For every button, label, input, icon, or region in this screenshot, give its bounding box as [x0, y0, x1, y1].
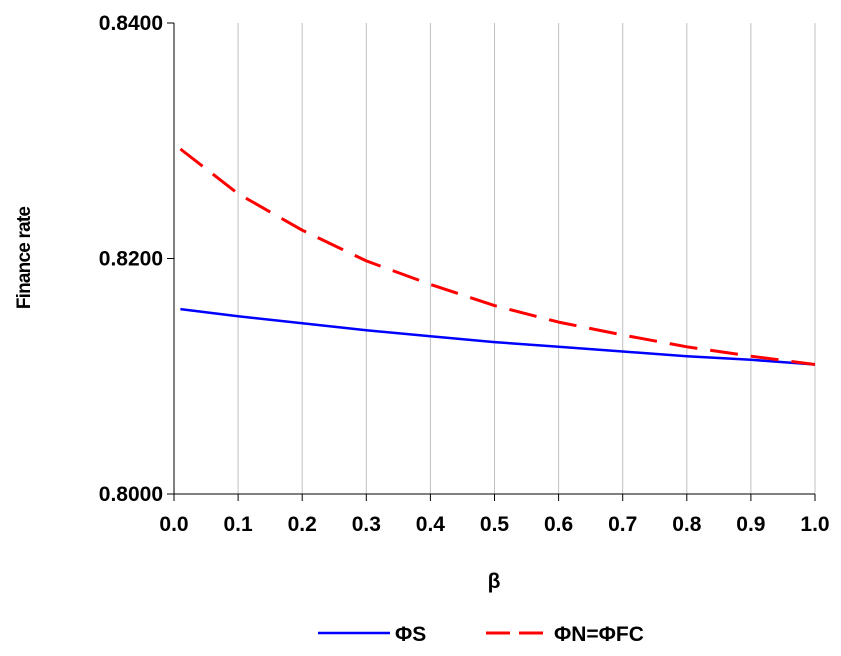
x-tick-label: 0.5: [480, 513, 510, 536]
series-line-2: [179, 147, 816, 366]
y-tick-label: 0.8200: [99, 248, 163, 271]
x-tick-label: 0.4: [416, 513, 446, 536]
axes: [167, 22, 816, 501]
series-line-1: [180, 307, 816, 366]
x-tick-label: 0.7: [608, 513, 637, 536]
legend: ΦS ΦN=ΦFC: [318, 623, 644, 646]
y-axis-label: Finance rate: [14, 207, 35, 310]
x-tick-label: 0.8: [672, 513, 702, 536]
x-tick-label: 1.0: [800, 513, 829, 536]
legend-label-1: ΦS: [395, 623, 426, 646]
x-axis-label: β: [488, 570, 501, 593]
y-tick-label: 0.8000: [99, 483, 163, 506]
series-group: [179, 147, 816, 366]
tick-labels: 0.0 0.1 0.2 0.3 0.4 0.5 0.6 0.7 0.8 0.9 1.0 0.8000 0…: [99, 12, 830, 536]
x-tick-label: 0.2: [288, 513, 317, 536]
grid-lines: [237, 23, 816, 494]
legend-label-2: ΦN=ΦFC: [554, 623, 644, 646]
y-tick-label: 0.8400: [99, 12, 163, 35]
x-tick-label: 0.1: [223, 513, 253, 536]
x-tick-label: 0.9: [736, 513, 765, 536]
x-tick-label: 0.0: [159, 513, 188, 536]
x-tick-label: 0.6: [544, 513, 573, 536]
x-tick-label: 0.3: [352, 513, 381, 536]
